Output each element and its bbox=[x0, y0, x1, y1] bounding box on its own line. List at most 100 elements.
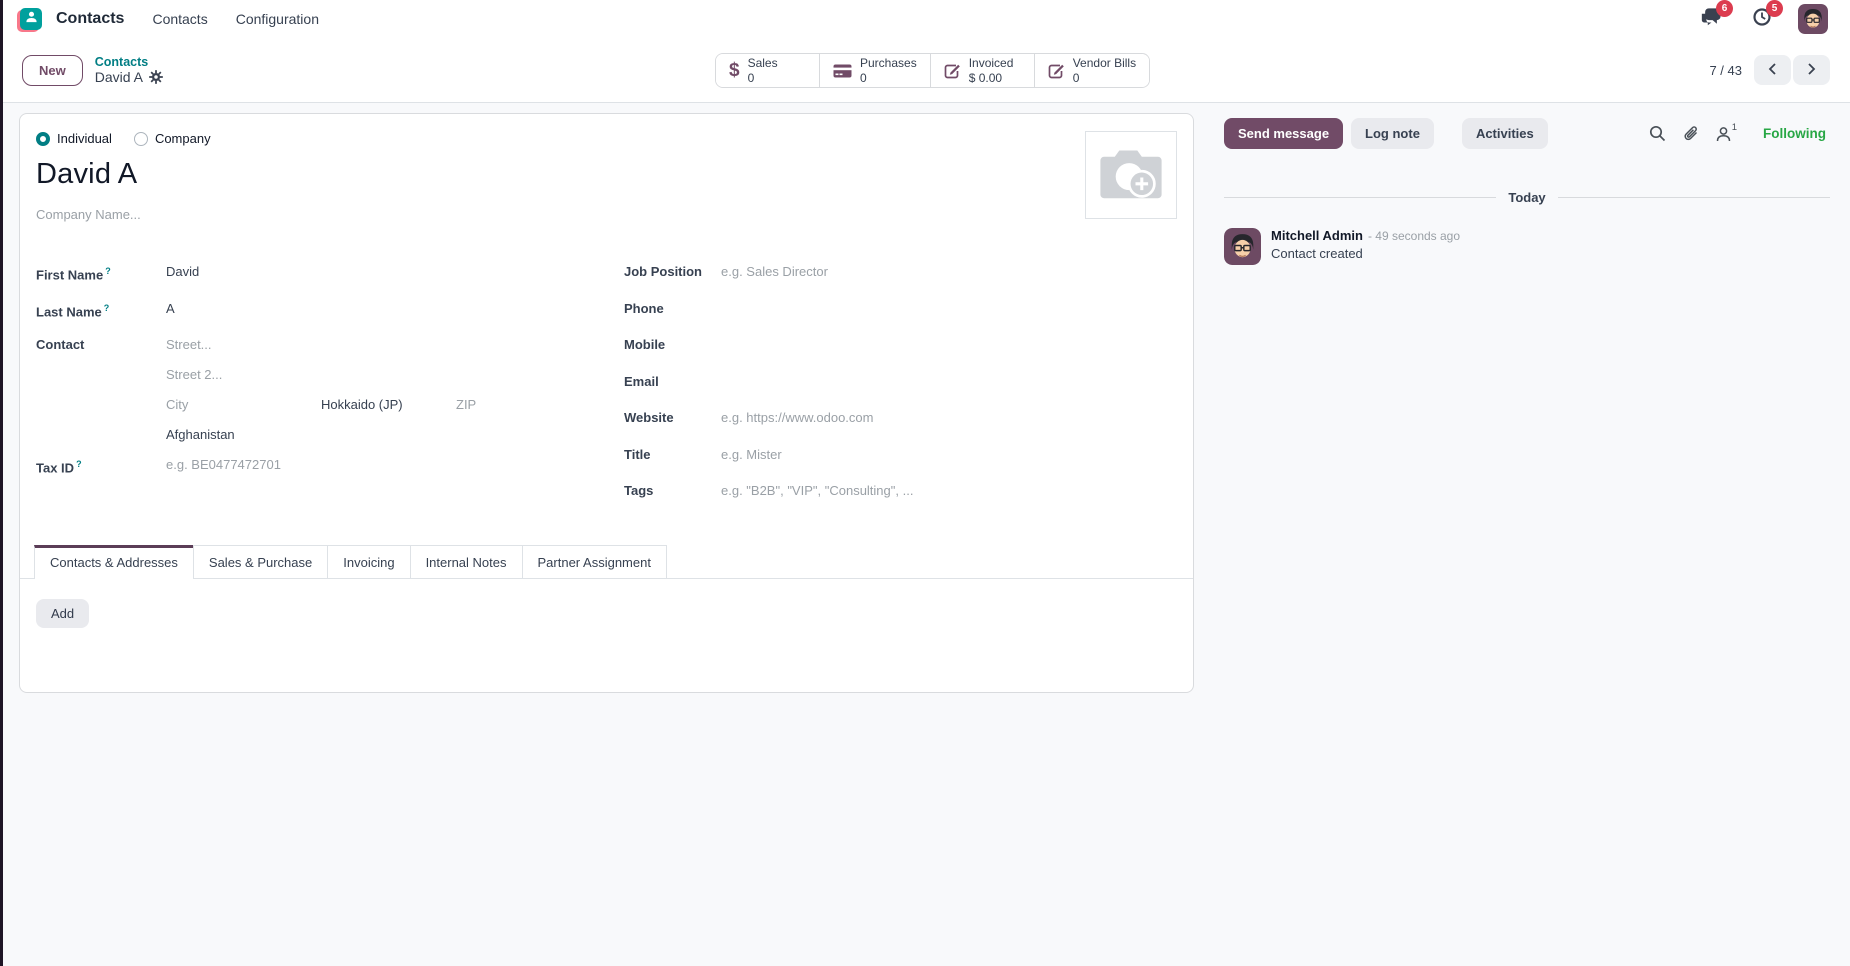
tab-content-contacts-addresses: Add bbox=[36, 579, 1177, 699]
activities-button[interactable]: 5 bbox=[1752, 0, 1783, 32]
app-name[interactable]: Contacts bbox=[56, 10, 125, 27]
job-position-input[interactable]: e.g. Sales Director bbox=[721, 264, 828, 279]
breadcrumb-contacts-link[interactable]: Contacts bbox=[94, 54, 149, 69]
message-author[interactable]: Mitchell Admin bbox=[1271, 228, 1363, 243]
field-first-name: First Name? David bbox=[36, 263, 624, 300]
individual-radio[interactable]: Individual bbox=[36, 131, 112, 146]
camera-plus-icon bbox=[1095, 144, 1167, 207]
tab-partner-assignment[interactable]: Partner Assignment bbox=[521, 544, 667, 578]
stat-buttons-group: $ Sales 0 Purchases 0 Invoiced $ 0.00 Vend bbox=[715, 53, 1151, 88]
send-message-button[interactable]: Send message bbox=[1224, 118, 1344, 149]
help-icon: ? bbox=[103, 302, 110, 313]
tab-contacts-addresses[interactable]: Contacts & Addresses bbox=[34, 544, 194, 579]
follower-count: 1 bbox=[1731, 121, 1737, 133]
chevron-left-icon bbox=[1768, 62, 1777, 78]
invoice-edit-icon bbox=[1048, 63, 1065, 79]
chatter-toolbar: Send message Log note Activities 1 Follo… bbox=[1224, 118, 1830, 149]
invoice-edit-icon bbox=[944, 63, 961, 79]
followers-icon[interactable]: 1 bbox=[1716, 122, 1737, 142]
field-last-name: Last Name? A bbox=[36, 300, 624, 337]
contact-name-input[interactable]: David A bbox=[36, 158, 138, 190]
contact-photo-upload[interactable] bbox=[1085, 131, 1177, 219]
gear-icon[interactable] bbox=[149, 70, 163, 85]
dollar-icon: $ bbox=[729, 59, 740, 81]
following-button[interactable]: Following bbox=[1763, 126, 1826, 141]
message-timestamp: - 49 seconds ago bbox=[1367, 229, 1461, 243]
person-icon bbox=[24, 9, 39, 29]
company-type-selector: Individual Company bbox=[36, 131, 1177, 146]
new-button[interactable]: New bbox=[22, 54, 83, 86]
tax-id-input[interactable]: e.g. BE0477472701 bbox=[166, 457, 281, 472]
tags-input[interactable]: e.g. "B2B", "VIP", "Consulting", ... bbox=[721, 483, 914, 498]
activities-badge: 5 bbox=[1766, 0, 1783, 17]
clock-icon bbox=[1752, 7, 1772, 32]
last-name-input[interactable]: A bbox=[166, 300, 175, 316]
company-name-input[interactable]: Company Name... bbox=[36, 207, 141, 222]
notebook-tabs: Contacts & Addresses Sales & Purchase In… bbox=[20, 544, 1193, 579]
field-website: Website e.g. https://www.odoo.com bbox=[624, 409, 1177, 446]
message-body: Contact created bbox=[1271, 246, 1363, 261]
city-input[interactable]: City bbox=[166, 397, 189, 412]
content-area: Individual Company David A Company Name.… bbox=[0, 103, 1850, 966]
contacts-app-icon[interactable] bbox=[20, 8, 42, 30]
credit-card-icon bbox=[833, 64, 852, 78]
nav-menu-configuration[interactable]: Configuration bbox=[235, 11, 319, 27]
stat-button-sales[interactable]: $ Sales 0 bbox=[716, 54, 820, 87]
field-phone: Phone bbox=[624, 300, 664, 316]
tab-invoicing[interactable]: Invoicing bbox=[327, 544, 411, 578]
chatter-message: Mitchell Admin - 49 seconds ago Contact … bbox=[1224, 228, 1830, 265]
pager: 7 / 43 bbox=[1709, 55, 1830, 85]
company-radio[interactable]: Company bbox=[133, 131, 211, 146]
tab-sales-purchase[interactable]: Sales & Purchase bbox=[192, 544, 329, 578]
log-note-button[interactable]: Log note bbox=[1351, 118, 1434, 149]
field-tags: Tags e.g. "B2B", "VIP", "Consulting", ..… bbox=[624, 482, 1177, 519]
user-avatar[interactable] bbox=[1798, 4, 1828, 34]
state-select[interactable]: Hokkaido (JP) bbox=[321, 397, 403, 412]
contact-form-sheet: Individual Company David A Company Name.… bbox=[19, 113, 1194, 693]
activities-schedule-button[interactable]: Activities bbox=[1461, 118, 1548, 149]
message-author-avatar[interactable] bbox=[1224, 228, 1261, 265]
country-select[interactable]: Afghanistan bbox=[166, 427, 235, 442]
title-input[interactable]: e.g. Mister bbox=[721, 446, 782, 462]
stat-button-invoiced[interactable]: Invoiced $ 0.00 bbox=[930, 54, 1035, 87]
breadcrumb: Contacts David A bbox=[95, 55, 163, 85]
field-job-position: Job Position e.g. Sales Director bbox=[624, 263, 1177, 300]
window-edge bbox=[0, 0, 3, 966]
website-input[interactable]: e.g. https://www.odoo.com bbox=[721, 410, 874, 425]
field-mobile: Mobile bbox=[624, 337, 666, 352]
street2-input[interactable]: Street 2... bbox=[166, 367, 223, 382]
tab-internal-notes[interactable]: Internal Notes bbox=[409, 544, 523, 578]
radio-unselected-icon bbox=[133, 131, 148, 146]
date-divider-label: Today bbox=[1508, 190, 1546, 205]
field-title: Title e.g. Mister bbox=[624, 446, 1177, 483]
breadcrumb-area: New Contacts David A bbox=[22, 54, 163, 86]
messages-button[interactable]: 6 bbox=[1700, 0, 1733, 31]
nav-menu-contacts[interactable]: Contacts bbox=[152, 11, 208, 27]
messages-badge: 6 bbox=[1716, 0, 1733, 17]
chevron-right-icon bbox=[1807, 62, 1816, 78]
form-fields: First Name? David Last Name? A Contact S… bbox=[36, 263, 1177, 519]
field-contact-address: Contact Street... Street 2... City Hokka… bbox=[36, 336, 624, 456]
top-navbar: Contacts Contacts Configuration 6 bbox=[0, 0, 1850, 38]
date-divider: Today bbox=[1224, 190, 1831, 205]
zip-input[interactable]: ZIP bbox=[456, 397, 477, 412]
fields-left-column: First Name? David Last Name? A Contact S… bbox=[36, 263, 624, 519]
search-icon[interactable] bbox=[1649, 125, 1666, 142]
pager-next-button[interactable] bbox=[1793, 55, 1830, 85]
field-tax-id: Tax ID? e.g. BE0477472701 bbox=[36, 456, 624, 493]
street-input[interactable]: Street... bbox=[166, 337, 212, 352]
pager-count: 7 / 43 bbox=[1709, 62, 1742, 78]
first-name-input[interactable]: David bbox=[166, 264, 200, 279]
stat-button-vendor-bills[interactable]: Vendor Bills 0 bbox=[1034, 54, 1150, 87]
navbar-left: Contacts Contacts Configuration bbox=[20, 8, 319, 30]
help-icon: ? bbox=[76, 459, 82, 469]
stat-button-purchases[interactable]: Purchases 0 bbox=[820, 54, 931, 87]
radio-selected-icon bbox=[36, 131, 50, 146]
add-button[interactable]: Add bbox=[36, 598, 90, 628]
chatter-panel: Send message Log note Activities 1 Follo… bbox=[1224, 113, 1831, 265]
navbar-right: 6 5 bbox=[1670, 0, 1828, 34]
pager-previous-button[interactable] bbox=[1754, 55, 1791, 85]
paperclip-icon[interactable] bbox=[1683, 125, 1699, 142]
field-email: Email bbox=[624, 373, 659, 389]
